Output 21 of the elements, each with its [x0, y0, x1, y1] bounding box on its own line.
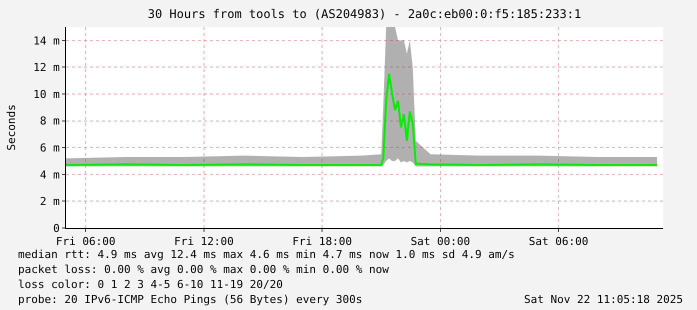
y-tick-label: 8 m [40, 114, 60, 128]
text: median rtt: 4.9 ms avg 12.4 ms max 4.6 ms min 4.7 ms now 1.0 ms sd 4.9 am/s [18, 248, 515, 261]
x-tick-label: Sat 00:00 [410, 235, 470, 248]
y-tick-label: 4 m [40, 168, 60, 182]
y-tick-label: 6 m [40, 141, 60, 154]
x-tick-label: Fri 06:00 [56, 235, 116, 248]
y-tick-label: 0 [53, 222, 60, 235]
x-tick-label: Fri 12:00 [174, 235, 234, 248]
y-tick-label: 10 m [33, 88, 60, 101]
chart-title: 30 Hours from tools to (AS204983) - 2a0c:eb00:0:f5:185:233:1 [148, 7, 582, 22]
text: loss color: 0 1 2 3 4-5 6-10 11-19 20/20 [18, 278, 283, 291]
x-tick-label: Fri 18:00 [292, 235, 352, 248]
text: packet loss: 0.00 % avg 0.00 % max 0.00 % min 0.00 % now [18, 263, 390, 276]
line-series [66, 72, 658, 166]
x-tick-label: Sat 06:00 [528, 235, 588, 248]
y-tick-label: 2 m [40, 195, 60, 208]
y-tick-label: 14 m [33, 34, 60, 48]
text: probe: 20 IPv6-ICMP Echo Pings (56 Bytes) every 300s [18, 293, 362, 306]
y-axis-title: Seconds [4, 104, 18, 151]
y-tick-label: 12 m [33, 61, 60, 74]
text: Sat Nov 22 11:05:18 2025 [524, 293, 683, 306]
